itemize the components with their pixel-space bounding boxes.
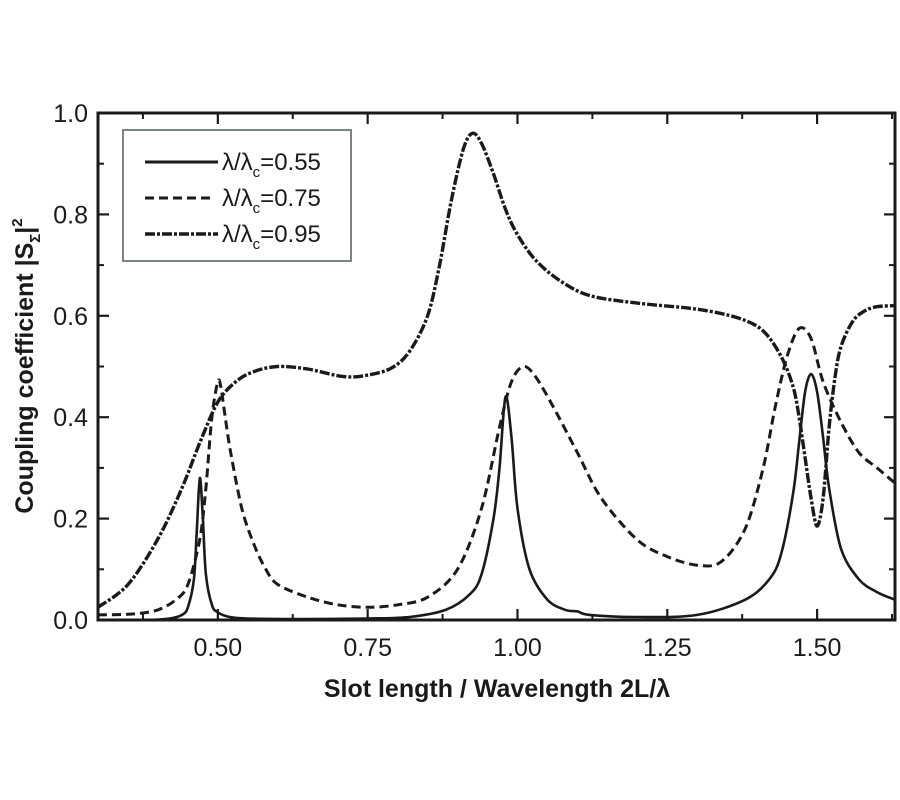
- series-layer: [98, 131, 895, 620]
- x-tick-label: 1.25: [643, 634, 692, 662]
- legend-item-1[interactable]: λ/λc=0.75: [145, 185, 321, 217]
- x-axis-ticks: 0.50 0.75 1.00 1.25 1.50: [141, 113, 894, 662]
- y-tick-label: 0.4: [53, 404, 88, 432]
- y-axis-title: Coupling coefficient |SΣ|2: [9, 218, 44, 513]
- legend-label-value: =0.55: [260, 149, 321, 176]
- svg-text:λ/λc=0.55: λ/λc=0.55: [222, 149, 321, 181]
- legend-label-sub: c: [253, 164, 261, 181]
- x-tick-label: 0.75: [343, 634, 392, 662]
- x-axis-title: Slot length / Wavelength 2L/λ: [324, 675, 670, 703]
- y-tick-label: 1.0: [53, 100, 88, 128]
- legend-box: [122, 129, 352, 262]
- y-axis-title-main: Coupling coefficient |S: [11, 243, 39, 514]
- y-tick-label: 0.8: [53, 201, 88, 229]
- svg-text:λ/λc=0.95: λ/λc=0.95: [222, 221, 321, 253]
- svg-text:λ/λc=0.75: λ/λc=0.75: [222, 185, 321, 217]
- x-tick-label: 1.50: [793, 634, 842, 662]
- legend-label-prefix: λ/λ: [222, 221, 253, 248]
- y-tick-label: 0.0: [53, 607, 88, 635]
- series-line-solid: [98, 372, 895, 620]
- legend-label-prefix: λ/λ: [222, 185, 253, 212]
- legend-label-value: =0.95: [260, 221, 321, 248]
- series-line-dashdot: [98, 131, 895, 609]
- y-axis-ticks: 0.0 0.2 0.4 0.6 0.8 1.0: [53, 100, 895, 635]
- legend: λ/λc=0.55 λ/λc=0.75 λ/λc=0.95: [122, 129, 352, 262]
- legend-label-value: =0.75: [260, 185, 321, 212]
- series-line-dashed: [98, 326, 895, 617]
- legend-item-2[interactable]: λ/λc=0.95: [145, 221, 321, 253]
- y-tick-label: 0.2: [53, 506, 88, 534]
- legend-item-0[interactable]: λ/λc=0.55: [145, 149, 321, 181]
- y-axis-title-end: |: [11, 227, 39, 234]
- legend-label-sub: c: [253, 236, 261, 253]
- y-tick-label: 0.6: [53, 303, 88, 331]
- y-axis-title-sup: 2: [9, 218, 26, 226]
- y-axis-title-sub: Σ: [27, 234, 44, 243]
- legend-label-prefix: λ/λ: [222, 149, 253, 176]
- svg-text:Coupling coefficient |SΣ|2: Coupling coefficient |SΣ|2: [9, 218, 44, 513]
- x-tick-label: 1.00: [493, 634, 542, 662]
- legend-label-sub: c: [253, 200, 261, 217]
- x-tick-label: 0.50: [194, 634, 243, 662]
